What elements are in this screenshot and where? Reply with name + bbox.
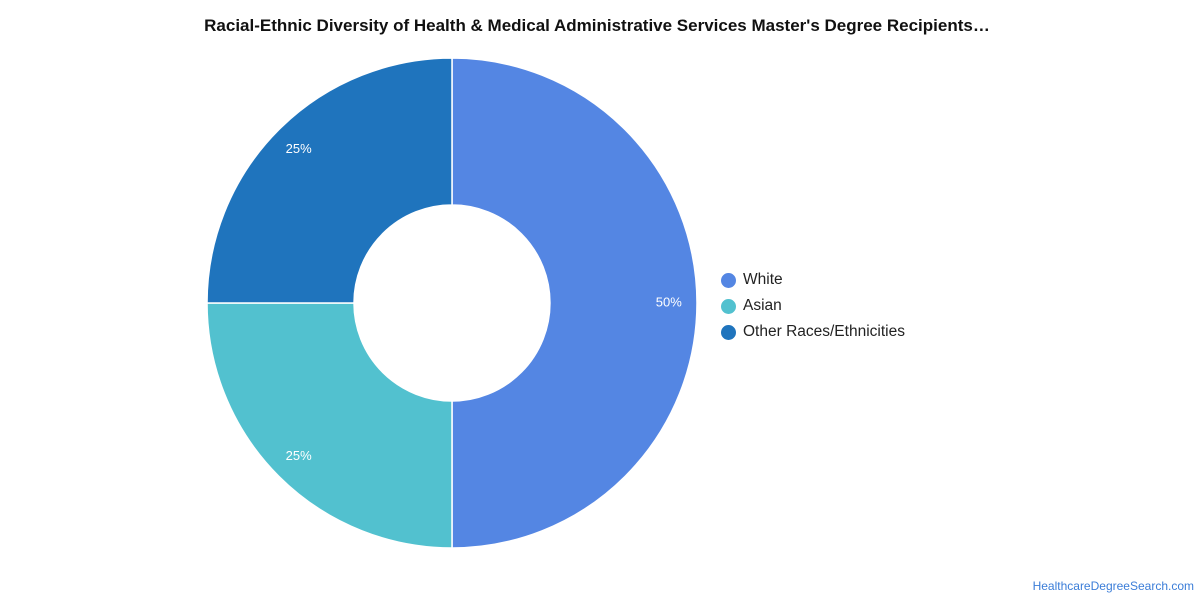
source-link[interactable]: HealthcareDegreeSearch.com [1032,579,1194,593]
legend-label: Asian [743,297,782,314]
slices-layer [206,57,698,549]
data-label: 50% [656,294,682,309]
legend-item[interactable]: White [721,267,905,293]
legend-label: White [743,271,783,288]
legend-label: Other Races/Ethnicities [743,323,905,340]
legend-swatch [721,324,736,340]
legend-swatch [721,272,736,288]
legend-item[interactable]: Asian [721,293,905,319]
legend-item[interactable]: Other Races/Ethnicities [721,319,905,345]
slice-white[interactable] [451,57,698,549]
data-labels-layer: 50% 25% 25% [286,141,683,463]
legend: White Asian Other Races/Ethnicities [721,267,905,345]
slice-other-races-ethnicities[interactable] [206,57,453,304]
legend-swatch [721,298,736,314]
slice-asian[interactable] [206,302,453,549]
data-label: 25% [286,141,312,156]
data-label: 25% [286,448,312,463]
chart-title: Racial-Ethnic Diversity of Health & Medi… [204,16,990,35]
